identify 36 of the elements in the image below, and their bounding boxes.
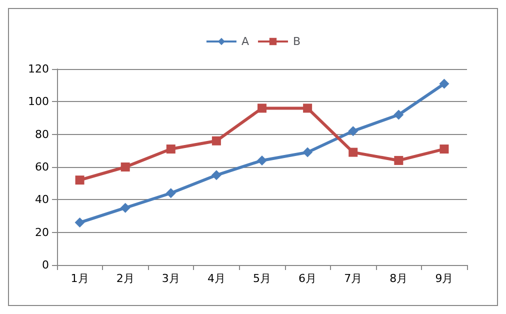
x-tick-label: 7月 — [344, 272, 362, 285]
x-tick-label: 1月 — [70, 272, 89, 285]
x-tick-label: 6月 — [298, 272, 317, 285]
y-tick-label: 20 — [35, 226, 49, 239]
x-tick-label: 4月 — [207, 272, 226, 285]
point — [120, 202, 130, 213]
y-tick-label: 60 — [35, 160, 49, 174]
point — [258, 104, 266, 113]
point — [439, 78, 450, 89]
point — [303, 104, 312, 113]
y-tick-label: 40 — [35, 193, 49, 206]
x-tick-label: 5月 — [253, 272, 271, 285]
y-tick-label: 120 — [28, 62, 49, 76]
x-tick-label: 8月 — [390, 272, 408, 285]
point — [257, 155, 267, 166]
point — [166, 144, 176, 154]
point — [348, 148, 358, 157]
point — [302, 147, 313, 158]
x-tick-label: 3月 — [162, 272, 180, 285]
point — [212, 136, 221, 146]
point — [211, 170, 222, 180]
y-tick-label: 0 — [42, 258, 49, 272]
point — [440, 144, 449, 154]
y-tick-label: 80 — [35, 128, 49, 141]
point — [394, 156, 404, 165]
point — [166, 188, 176, 198]
x-tick-label: 9月 — [435, 272, 454, 285]
point — [120, 162, 130, 172]
x-tick-label: 2月 — [116, 272, 134, 285]
point — [75, 176, 84, 185]
point — [74, 218, 85, 228]
legend-label: B — [292, 35, 301, 48]
y-tick-label: 100 — [28, 95, 49, 108]
legend-label: A — [241, 35, 250, 48]
point — [348, 126, 358, 136]
point — [394, 110, 404, 120]
